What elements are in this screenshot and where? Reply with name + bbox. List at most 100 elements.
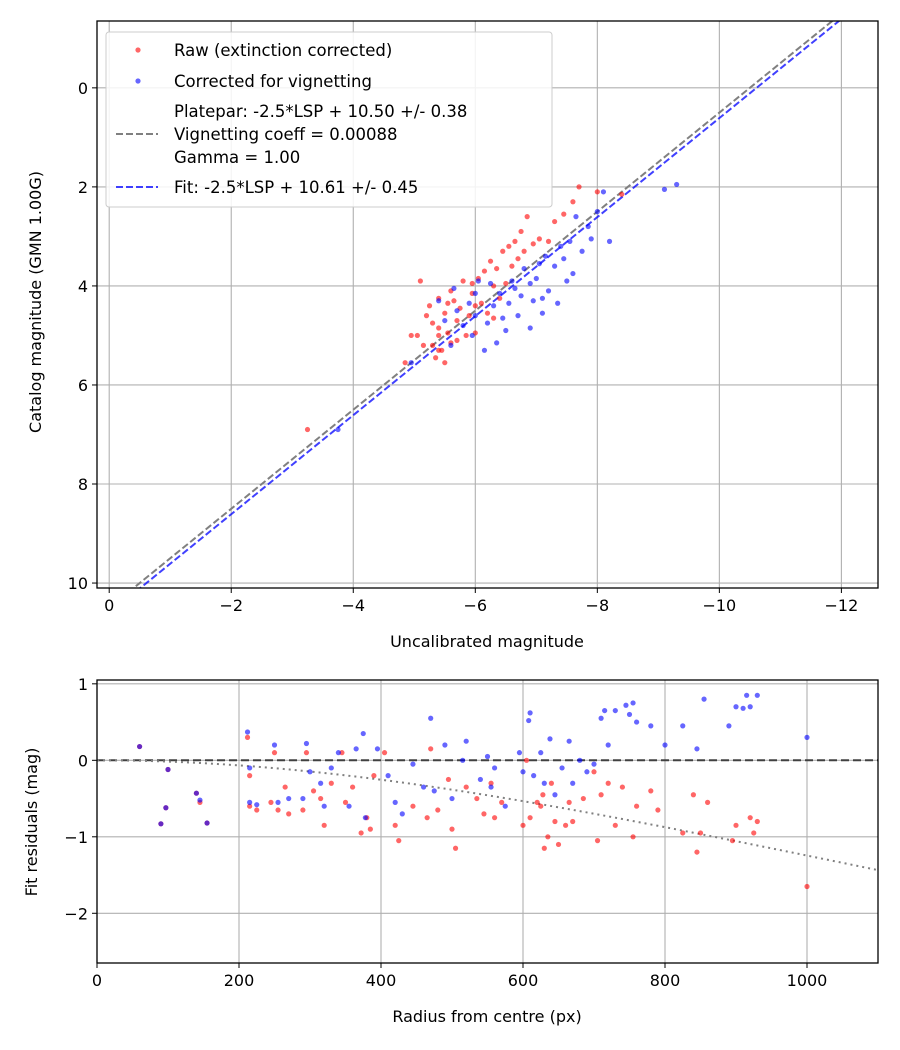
calibration-point-corrected	[469, 332, 475, 339]
residuals-point-corrected	[165, 766, 171, 773]
residuals-point-corrected	[254, 802, 260, 808]
calibration-point-corrected	[500, 315, 506, 321]
calibration-plot-area	[132, 21, 841, 588]
calibration-points	[304, 181, 680, 433]
calibration-point-raw	[576, 184, 582, 190]
calibration-y-tick-label: 2	[78, 178, 88, 197]
residuals-point-corrected	[733, 704, 739, 710]
residuals-point-corrected	[520, 769, 526, 775]
residuals-reference-lines	[97, 759, 878, 872]
calibration-point-raw	[491, 315, 497, 321]
residuals-point-corrected	[488, 784, 494, 790]
calibration-point-raw	[552, 218, 558, 225]
residuals-point-raw	[580, 795, 586, 802]
residuals-point-raw	[428, 746, 434, 752]
calibration-point-raw	[518, 228, 524, 235]
calibration-point-corrected	[539, 310, 546, 316]
calibration-point-corrected	[497, 290, 503, 296]
residuals-point-corrected	[360, 730, 366, 737]
calibration-point-corrected	[588, 236, 594, 242]
calibration-point-corrected	[515, 313, 521, 319]
calibration-point-corrected	[494, 340, 500, 346]
residuals-point-corrected	[547, 736, 553, 742]
calibration-point-raw	[408, 332, 414, 339]
residuals-line-vignetting-model	[97, 759, 878, 872]
residuals-point-raw	[591, 769, 597, 775]
residuals-point-raw	[598, 792, 604, 798]
calibration-point-raw	[497, 295, 503, 301]
legend-raw-marker	[135, 47, 141, 53]
legend-fit-label: Fit: -2.5*LSP + 10.61 +/- 0.45	[174, 178, 418, 197]
calibration-point-corrected	[460, 322, 466, 329]
calibration-point-raw	[545, 238, 552, 244]
calibration-point-corrected	[436, 298, 442, 304]
residuals-point-raw	[705, 799, 711, 805]
calibration-point-corrected	[570, 270, 576, 277]
calibration-point-raw	[487, 258, 494, 264]
calibration-y-tick-label: 8	[78, 475, 88, 494]
calibration-point-corrected	[573, 214, 579, 220]
calibration-point-raw	[460, 278, 466, 284]
calibration-point-corrected	[579, 248, 585, 254]
residuals-point-corrected	[577, 757, 583, 763]
residuals-point-corrected	[552, 792, 558, 798]
residuals-point-raw	[690, 792, 697, 798]
calibration-point-raw	[436, 325, 442, 331]
residuals-point-corrected	[442, 742, 448, 748]
residuals-point-corrected	[197, 797, 203, 803]
residuals-point-corrected	[492, 765, 498, 771]
calibration-point-corrected	[503, 327, 509, 334]
residuals-point-corrected	[463, 738, 469, 744]
residuals-point-raw	[481, 811, 487, 817]
residuals-point-raw	[435, 807, 441, 813]
calibration-point-corrected	[472, 290, 478, 296]
calibration-point-raw	[454, 337, 460, 344]
residuals-point-raw	[321, 822, 327, 828]
residuals-point-raw	[445, 776, 452, 783]
residuals-point-raw	[300, 807, 306, 813]
calibration-point-corrected	[454, 308, 460, 314]
residuals-point-corrected	[399, 811, 405, 817]
calibration-point-corrected	[442, 317, 448, 324]
residuals-point-raw	[619, 784, 626, 790]
residuals-point-corrected	[566, 738, 572, 744]
calibration-point-raw	[429, 320, 436, 326]
residuals-point-corrected	[605, 742, 611, 748]
calibration-point-raw	[426, 303, 433, 309]
residuals-point-raw	[605, 780, 611, 786]
calibration-point-raw	[515, 256, 521, 262]
calibration-point-corrected	[451, 285, 457, 292]
residuals-point-raw	[520, 822, 526, 828]
residuals-y-tick-label: 1	[78, 675, 88, 694]
residuals-point-corrected	[374, 746, 381, 752]
residuals-point-corrected	[410, 761, 416, 767]
calibration-point-corrected	[674, 181, 680, 188]
residuals-point-corrected	[428, 715, 434, 721]
calibration-x-tick-label: −8	[586, 596, 610, 615]
residuals-point-raw	[634, 803, 640, 809]
residuals-point-raw	[328, 780, 334, 786]
calibration-point-corrected	[552, 263, 558, 269]
calibration-point-raw	[570, 199, 576, 205]
calibration-x-tick-label: 0	[104, 596, 114, 615]
calibration-point-corrected	[466, 300, 472, 306]
residuals-point-corrected	[531, 773, 537, 779]
calibration-point-raw	[484, 310, 491, 316]
residuals-point-raw	[655, 807, 661, 813]
residuals-point-raw	[488, 780, 494, 786]
residuals-point-corrected	[630, 700, 636, 706]
calibration-point-raw	[433, 355, 439, 361]
calibration-point-raw	[451, 298, 457, 304]
residuals-point-corrected	[286, 795, 292, 802]
calibration-point-raw	[454, 317, 460, 324]
residuals-point-corrected	[449, 795, 455, 802]
residuals-y-tick-label: −1	[64, 828, 88, 847]
residuals-point-corrected	[247, 765, 253, 771]
calibration-y-axis-title: Catalog magnitude (GMN 1.00G)	[26, 171, 45, 433]
calibration-x-tick-label: −6	[464, 596, 488, 615]
calibration-point-corrected	[408, 360, 414, 366]
residuals-point-corrected	[244, 729, 251, 735]
residuals-point-raw	[492, 815, 498, 821]
calibration-x-tick-label: −4	[341, 596, 365, 615]
residuals-point-raw	[563, 822, 569, 828]
